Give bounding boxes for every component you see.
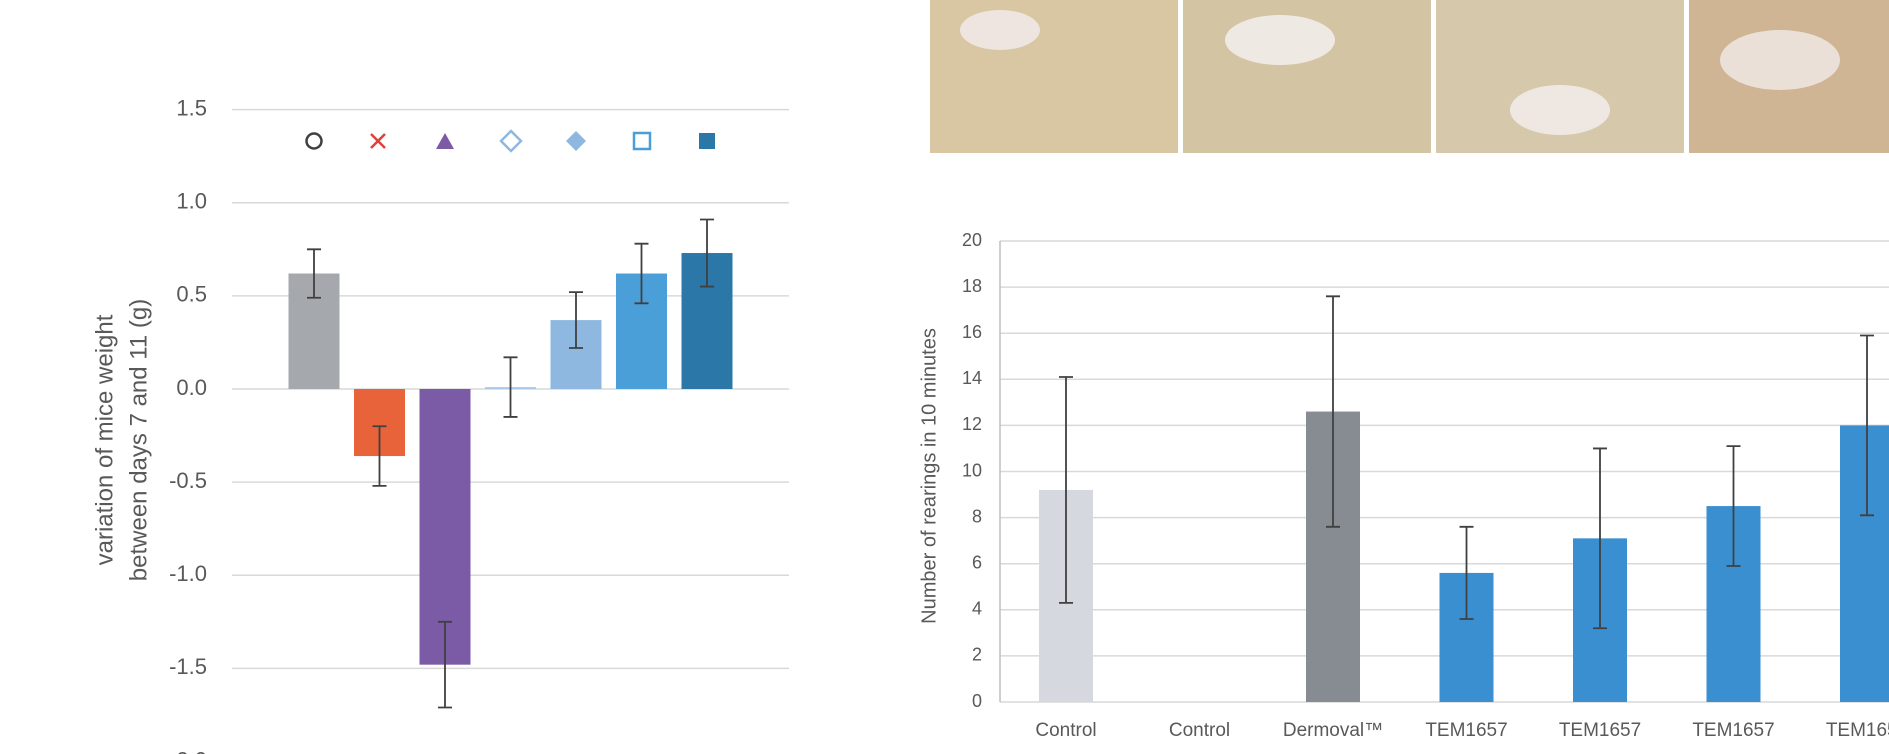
y-tick-label: -0.5 — [169, 468, 207, 493]
error-bar — [634, 242, 649, 305]
photo-detail — [960, 10, 1040, 50]
error-bar — [569, 291, 583, 349]
y-tick-label: 8 — [972, 506, 982, 526]
error-bar — [307, 248, 321, 299]
error-bar — [1860, 334, 1874, 517]
y-axis-label: between days 7 and 11 (g) — [125, 299, 152, 581]
y-tick-label: 1.5 — [176, 95, 207, 120]
y-tick-label: 12 — [962, 414, 982, 434]
y-tick-label: 14 — [962, 368, 982, 388]
error-bar — [503, 356, 518, 418]
photos — [930, 0, 1889, 153]
y-tick-label: 6 — [972, 552, 982, 572]
error-bar — [438, 620, 452, 709]
error-bar — [1726, 445, 1741, 567]
x-tick-label: TEM1657 — [1826, 720, 1889, 741]
error-bar — [1593, 447, 1607, 630]
marker — [699, 133, 715, 149]
x-tick-label: Dermoval™ — [1283, 720, 1383, 741]
x-tick-label: TEM1657 — [1425, 720, 1507, 741]
error-bar — [700, 218, 714, 288]
x-tick-label: Control — [1169, 720, 1230, 741]
marker — [566, 131, 586, 151]
marker — [305, 132, 323, 150]
error-bar — [1059, 376, 1073, 604]
y-tick-label: 20 — [962, 230, 982, 250]
y-tick-label: 1.0 — [176, 189, 207, 214]
y-tick-label: 2 — [972, 645, 982, 665]
y-tick-label: -2.0 — [169, 747, 207, 754]
y-tick-label: 0.0 — [176, 375, 207, 400]
y-tick-label: 18 — [962, 276, 982, 296]
y-axis-label: variation of mice weight — [91, 314, 118, 565]
error-bar — [372, 425, 387, 487]
error-bar — [1326, 295, 1340, 528]
y-axis-label: Number of rearings in 10 minutes — [918, 328, 940, 624]
x-tick-label: TEM1657 — [1692, 720, 1774, 741]
marker — [436, 133, 454, 149]
error-bar — [1459, 525, 1474, 620]
y-tick-label: 10 — [962, 460, 982, 480]
legend-markers — [305, 129, 715, 153]
y-tick-label: -1.5 — [169, 654, 207, 679]
x-tick-label: Control — [1035, 720, 1096, 741]
photo-detail — [1510, 85, 1610, 135]
photo-detail — [1720, 30, 1840, 90]
y-tick-label: 4 — [972, 599, 982, 619]
y-tick-label: 0 — [972, 691, 982, 711]
photo-detail — [1225, 15, 1335, 65]
marker — [632, 131, 652, 151]
x-tick-label: TEM1657 — [1559, 720, 1641, 741]
bar — [419, 389, 471, 665]
bar — [1840, 425, 1889, 702]
marker — [370, 133, 386, 149]
y-tick-label: 16 — [962, 322, 982, 342]
marker — [499, 129, 523, 153]
y-tick-label: -1.0 — [169, 561, 207, 586]
y-tick-label: 0.5 — [176, 282, 207, 307]
